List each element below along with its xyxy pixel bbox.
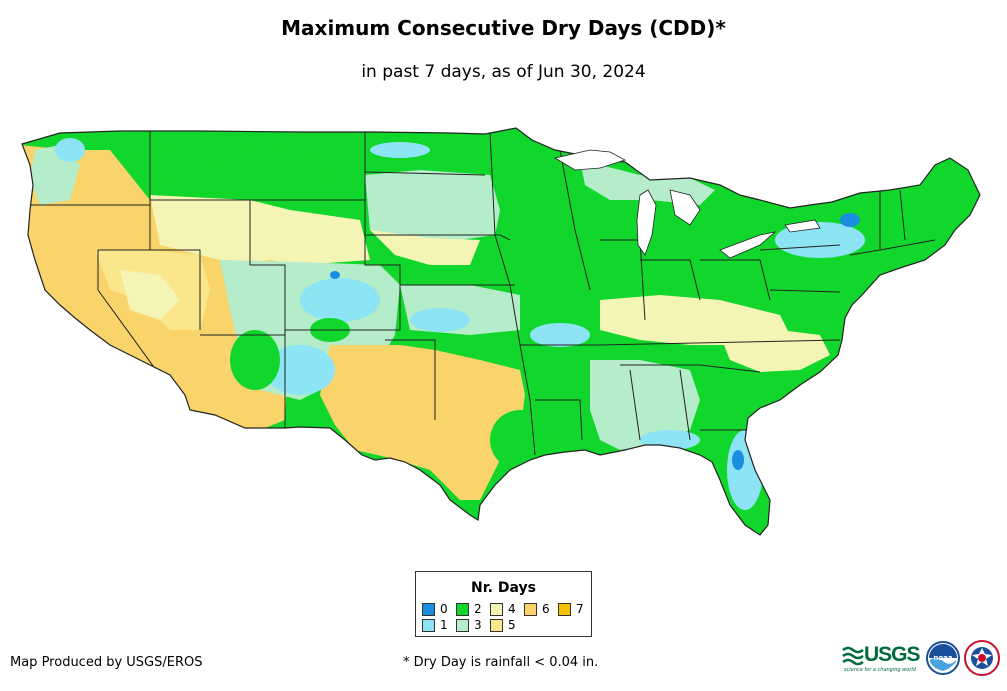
- nd-wet: [370, 142, 430, 158]
- nevada-light: [120, 270, 180, 320]
- usgs-logo: USGS science for a changing world: [842, 643, 921, 673]
- legend-swatch-4: [490, 603, 503, 616]
- legend-item-0: 0: [422, 603, 448, 616]
- az-green: [230, 330, 280, 390]
- dry-day-note: * Dry Day is rainfall < 0.04 in.: [403, 655, 599, 670]
- legend-item-5: 5: [490, 619, 516, 632]
- lake-michigan: [636, 189, 657, 256]
- ohio-valley-yellow: [600, 295, 790, 345]
- legend-item-1: 1: [422, 619, 448, 632]
- us-outline: [21, 127, 981, 536]
- usgs-tagline: science for a changing world: [844, 667, 916, 673]
- legend: Nr. Days 0 1 2 3 4 5 6 7: [415, 571, 592, 637]
- usgs-wordmark: USGS: [864, 643, 921, 666]
- nws-logo: [964, 640, 1000, 676]
- legend-swatch-5: [490, 619, 503, 632]
- legend-item-7: 7: [558, 603, 584, 616]
- co-core: [330, 271, 340, 279]
- ks-wet: [410, 308, 470, 332]
- usgs-wave-icon: [842, 646, 864, 666]
- legend-swatch-2: [456, 603, 469, 616]
- legend-item-4: 4: [490, 603, 516, 616]
- credit-text: Map Produced by USGS/EROS: [10, 655, 203, 670]
- legend-swatch-1: [422, 619, 435, 632]
- id-green: [135, 147, 185, 183]
- plains-north-teal: [365, 170, 500, 240]
- lake-erie: [719, 231, 777, 259]
- lake-huron: [669, 189, 701, 226]
- legend-swatch-6: [524, 603, 537, 616]
- legend-swatch-3: [456, 619, 469, 632]
- map-title: Maximum Consecutive Dry Days (CDD)*: [281, 16, 726, 40]
- legend-item-3: 3: [456, 619, 482, 632]
- mt-green: [210, 150, 330, 200]
- mo-wet: [530, 323, 590, 347]
- us-cdd-map: [21, 127, 981, 536]
- wa-wet: [55, 138, 85, 162]
- lake-ontario: [784, 219, 821, 233]
- ny-core: [840, 213, 860, 227]
- legend-swatch-0: [422, 603, 435, 616]
- lake-superior: [553, 149, 627, 171]
- legend-item-2: 2: [456, 603, 482, 616]
- svg-text:noaa: noaa: [933, 654, 953, 662]
- noaa-logo: noaa: [926, 641, 960, 675]
- legend-title: Nr. Days: [471, 580, 536, 596]
- legend-swatch-7: [558, 603, 571, 616]
- co-wet: [300, 278, 380, 322]
- state-boundaries: [30, 131, 936, 456]
- tx-green: [490, 410, 550, 470]
- agency-logos: USGS science for a changing world noaa: [842, 640, 1002, 677]
- fl-core: [732, 450, 744, 470]
- legend-item-6: 6: [524, 603, 550, 616]
- texas-zone: [320, 345, 525, 500]
- great-lakes: [553, 149, 821, 259]
- map-subtitle: in past 7 days, as of Jun 30, 2024: [361, 62, 646, 82]
- plains-yellow: [370, 230, 480, 265]
- fl-wet: [727, 430, 763, 510]
- mountain-zone: [150, 195, 370, 265]
- nm-wet: [265, 345, 335, 395]
- southeast-teal: [590, 360, 700, 450]
